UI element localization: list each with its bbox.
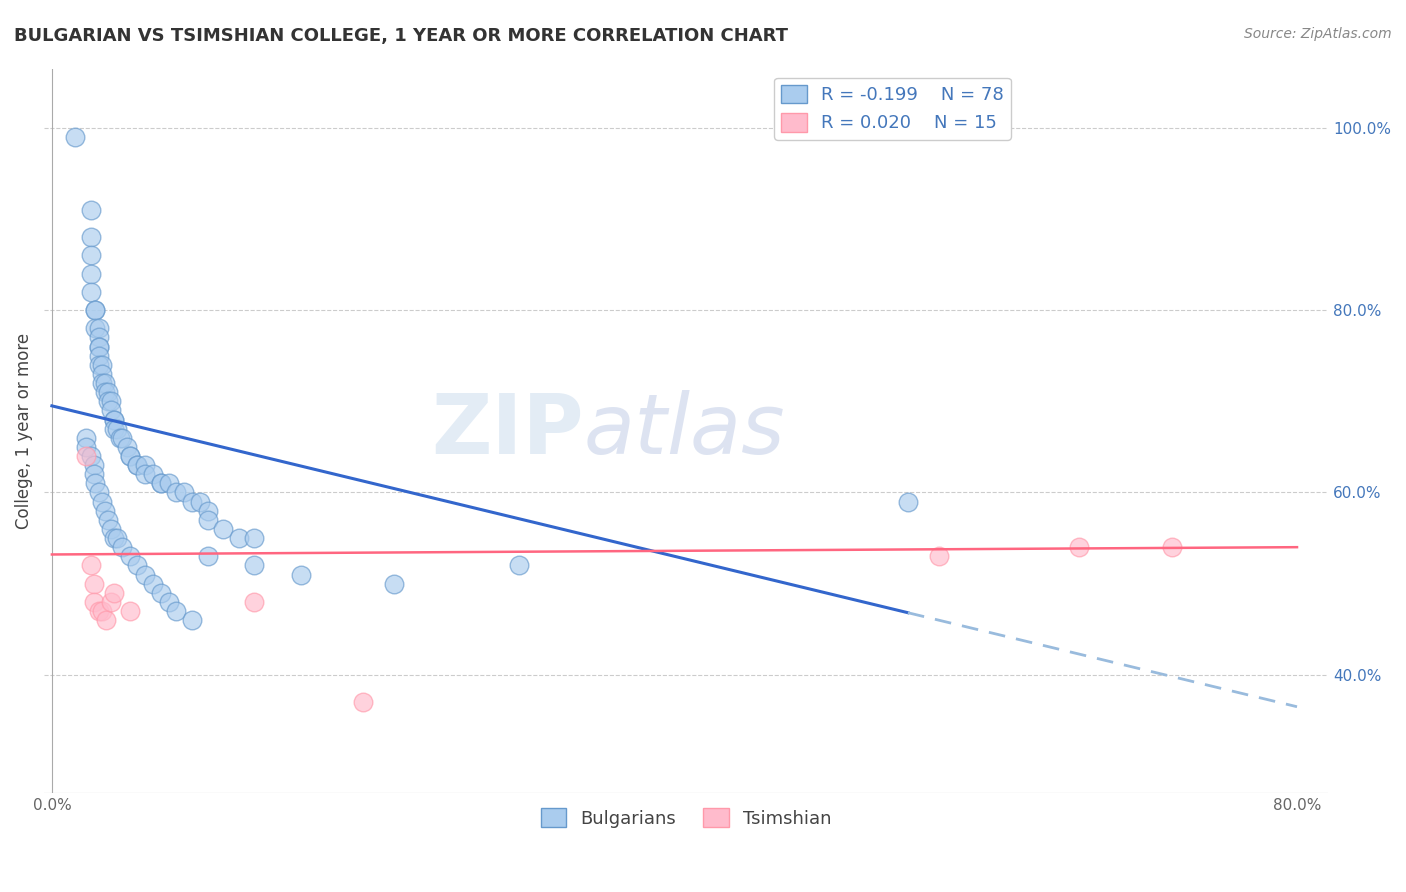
Point (80, 202, 103, 217)
Point (87, 358, 110, 372)
Point (84, 303, 107, 318)
Point (97, 394, 120, 409)
Point (928, 549, 950, 564)
Point (127, 558, 149, 573)
Point (90, 376, 112, 390)
Point (80, 248, 103, 262)
Point (228, 531, 250, 545)
Point (100, 595, 122, 609)
Point (96, 613, 118, 627)
Point (105, 531, 128, 545)
Point (97, 513, 120, 527)
Point (103, 586, 125, 600)
Point (100, 403, 122, 417)
Point (127, 458, 149, 472)
Point (173, 485, 195, 500)
Point (90, 604, 112, 618)
Point (243, 558, 266, 573)
Point (118, 449, 141, 463)
Point (118, 449, 141, 463)
Point (508, 558, 530, 573)
Point (80, 558, 103, 573)
Point (290, 567, 312, 582)
Point (87, 340, 110, 354)
Point (157, 476, 180, 491)
Point (181, 494, 204, 508)
Point (111, 540, 134, 554)
Point (75, 440, 97, 454)
Point (188, 494, 211, 508)
Point (103, 531, 125, 545)
Point (243, 531, 266, 545)
Legend: Bulgarians, Tsimshian: Bulgarians, Tsimshian (533, 801, 839, 835)
Point (87, 340, 110, 354)
Point (84, 476, 107, 491)
Point (110, 431, 132, 445)
Point (142, 467, 165, 482)
Point (157, 595, 180, 609)
Point (84, 321, 107, 335)
Point (80, 267, 103, 281)
Point (97, 385, 120, 400)
Text: BULGARIAN VS TSIMSHIAN COLLEGE, 1 YEAR OR MORE CORRELATION CHART: BULGARIAN VS TSIMSHIAN COLLEGE, 1 YEAR O… (14, 27, 787, 45)
Point (100, 394, 122, 409)
Point (103, 412, 125, 426)
Point (134, 567, 156, 582)
Point (382, 576, 405, 591)
Point (65, 129, 87, 144)
Point (94, 376, 117, 390)
Point (80, 285, 103, 299)
Point (90, 358, 112, 372)
Point (134, 458, 156, 472)
Point (103, 412, 125, 426)
Point (115, 440, 138, 454)
Point (1161, 540, 1184, 554)
Point (83, 576, 105, 591)
Point (149, 476, 172, 491)
Point (80, 230, 103, 244)
Point (94, 385, 117, 400)
Point (87, 349, 110, 363)
Point (118, 604, 141, 618)
Point (181, 613, 204, 627)
Point (87, 321, 110, 335)
Point (105, 422, 128, 436)
Point (84, 303, 107, 318)
Point (127, 458, 149, 472)
Point (83, 458, 105, 472)
Point (197, 504, 219, 518)
Point (149, 476, 172, 491)
Point (212, 522, 235, 536)
Point (87, 485, 110, 500)
Point (80, 449, 103, 463)
Text: atlas: atlas (583, 391, 785, 472)
Point (243, 595, 266, 609)
Point (142, 576, 165, 591)
Point (75, 431, 97, 445)
Point (94, 504, 117, 518)
Text: ZIP: ZIP (430, 391, 583, 472)
Point (111, 431, 134, 445)
Point (75, 449, 97, 463)
Point (134, 467, 156, 482)
Point (149, 586, 172, 600)
Point (87, 330, 110, 344)
Point (197, 513, 219, 527)
Point (1069, 540, 1091, 554)
Point (83, 595, 105, 609)
Point (165, 485, 187, 500)
Point (103, 422, 125, 436)
Point (83, 467, 105, 482)
Point (165, 604, 187, 618)
Point (352, 695, 374, 709)
Text: Source: ZipAtlas.com: Source: ZipAtlas.com (1244, 27, 1392, 41)
Point (100, 522, 122, 536)
Point (897, 494, 920, 508)
Point (87, 604, 110, 618)
Point (197, 549, 219, 564)
Y-axis label: College, 1 year or more: College, 1 year or more (15, 333, 32, 529)
Point (90, 367, 112, 381)
Point (118, 549, 141, 564)
Point (90, 494, 112, 508)
